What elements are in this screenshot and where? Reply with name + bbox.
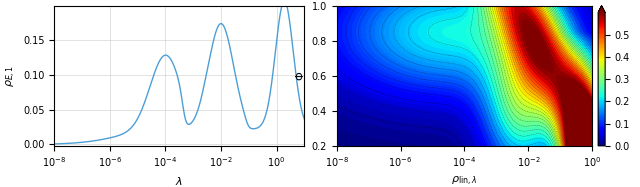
PathPatch shape	[598, 6, 605, 12]
X-axis label: $\lambda$: $\lambda$	[175, 175, 183, 187]
Y-axis label: $\Phi$: $\Phi$	[294, 71, 306, 81]
Y-axis label: $\rho_{E,1}$: $\rho_{E,1}$	[4, 65, 18, 87]
X-axis label: $\rho_{\mathrm{lin},\lambda}$: $\rho_{\mathrm{lin},\lambda}$	[451, 175, 477, 187]
